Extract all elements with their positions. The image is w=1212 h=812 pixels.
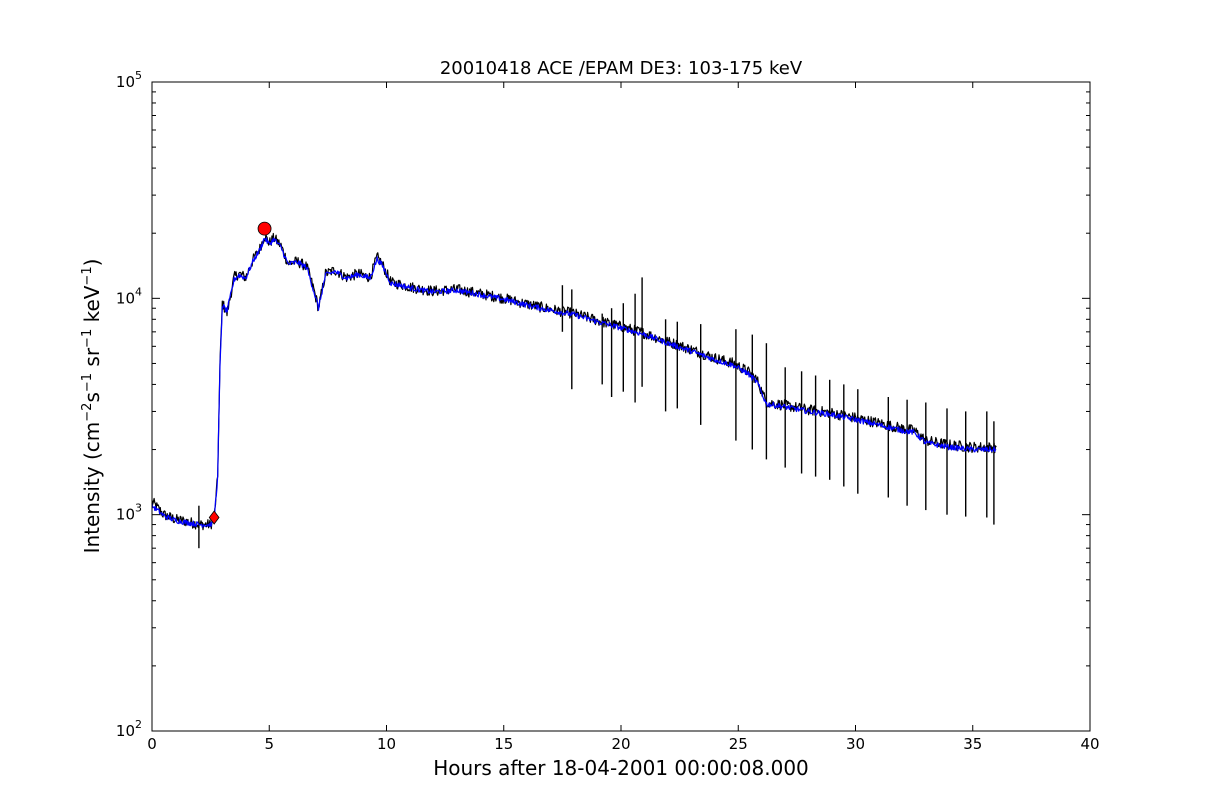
y-axis-label-part: Intensity (cm bbox=[80, 422, 104, 554]
y-axis-label-superscript: −2 bbox=[80, 403, 95, 422]
x-axis: 0 5 10 15 20 25 30 35 40 bbox=[147, 82, 1100, 753]
x-tick-label: 0 bbox=[147, 735, 157, 753]
x-tick-label: 40 bbox=[1080, 735, 1099, 753]
x-tick-label: 35 bbox=[963, 735, 982, 753]
chart-title: 20010418 ACE /EPAM DE3: 103-175 keV bbox=[440, 58, 803, 79]
y-axis-label-part: s bbox=[80, 392, 104, 402]
x-tick-label: 30 bbox=[846, 735, 865, 753]
y-axis-label: Intensity (cm−2s−1 sr−1 keV−1) bbox=[80, 259, 104, 554]
y-axis-label-part: sr bbox=[80, 347, 104, 373]
y-axis-label-part: keV bbox=[80, 285, 104, 329]
y-axis-label-superscript: −1 bbox=[80, 266, 95, 285]
y-axis-label-superscript: −1 bbox=[80, 329, 95, 348]
y-axis-label-part: ) bbox=[80, 259, 104, 267]
y-tick-label: 103 bbox=[116, 502, 142, 524]
y-tick-label: 104 bbox=[116, 285, 142, 307]
x-tick-label: 15 bbox=[494, 735, 513, 753]
y-axis-label-superscript: −1 bbox=[80, 373, 95, 392]
onset-marker bbox=[208, 510, 220, 525]
x-tick-label: 20 bbox=[611, 735, 630, 753]
plot-area bbox=[151, 221, 997, 549]
series-line-smoothed bbox=[151, 237, 997, 528]
x-tick-label: 25 bbox=[729, 735, 748, 753]
x-tick-label: 10 bbox=[377, 735, 396, 753]
y-tick-label: 102 bbox=[116, 718, 142, 740]
y-tick-label: 105 bbox=[116, 69, 142, 91]
x-axis-label: Hours after 18-04-2001 00:00:08.000 bbox=[433, 756, 809, 780]
x-tick-label: 5 bbox=[264, 735, 274, 753]
peak-marker bbox=[257, 221, 272, 236]
y-axis: 102 103 104 105 bbox=[116, 69, 1090, 740]
